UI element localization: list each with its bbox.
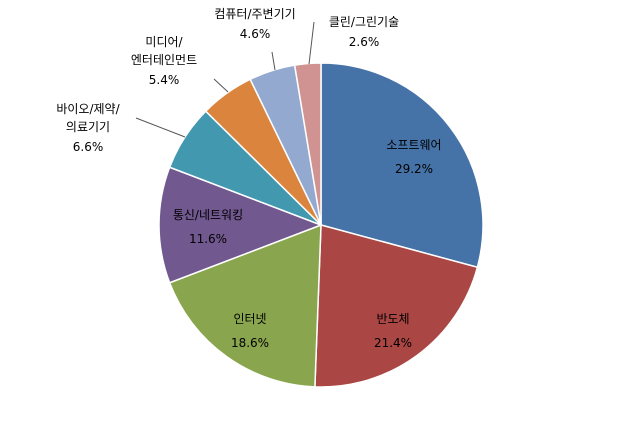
- pie-slice-7: [293, 62, 322, 226]
- slice-label-2-line-0: 인터넷: [233, 312, 266, 326]
- slice-value-label-4: 6.6%: [73, 140, 104, 154]
- slice-label-3-line-0: 통신/네트워킹: [173, 208, 243, 222]
- leader-lines: [135, 21, 315, 138]
- slice-labels: 소프트웨어 29.2% 반도체 21.4% 인터넷 18.6% 통신/네트워킹 11.6% 바이…: [56, 7, 441, 350]
- leader-line-7: [308, 21, 315, 65]
- slice-value-label-3: 11.6%: [189, 232, 227, 246]
- slice-value-label-7: 2.6%: [349, 35, 380, 49]
- slice-label-0-line-0: 소프트웨어: [386, 138, 441, 152]
- slice-value-label-2: 18.6%: [231, 336, 269, 350]
- pie-slice-1: [314, 224, 479, 388]
- slice-label-7-line-0: 클린/그린기술: [329, 15, 399, 29]
- pie-slice-3: [158, 166, 324, 284]
- leader-line-6: [271, 51, 276, 71]
- slice-value-label-5: 5.4%: [149, 73, 180, 87]
- leader-line-4: [135, 117, 186, 138]
- slice-label-5-line-1: 엔터테인먼트: [131, 53, 197, 67]
- slice-label-4-line-0: 바이오/제약/: [56, 101, 120, 116]
- slice-label-5-line-0: 미디어/: [145, 35, 183, 49]
- leader-line-5: [213, 78, 229, 93]
- slice-value-label-0: 29.2%: [395, 162, 433, 176]
- pie-slices: [158, 62, 484, 388]
- slice-value-label-6: 4.6%: [240, 27, 271, 41]
- slice-value-label-1: 21.4%: [374, 336, 412, 350]
- slice-label-6-line-0: 컴퓨터/주변기기: [214, 7, 295, 21]
- slice-label-1-line-0: 반도체: [376, 312, 409, 326]
- slice-label-4-line-1: 의료기기: [66, 120, 110, 134]
- pie-slice-0: [320, 62, 484, 269]
- pie-slice-2: [168, 223, 322, 388]
